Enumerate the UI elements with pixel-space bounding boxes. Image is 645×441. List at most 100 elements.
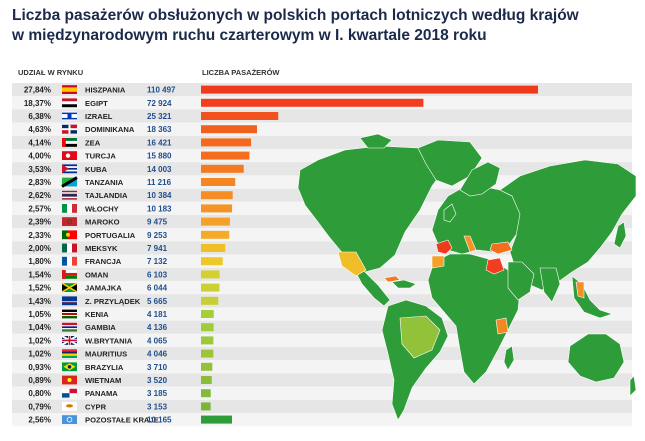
share-label: 1,02% xyxy=(28,336,51,345)
map-north-america xyxy=(297,145,446,273)
share-label: 2,39% xyxy=(28,218,51,227)
country-label: BRAZYLIA xyxy=(85,363,124,372)
value-label: 6 103 xyxy=(147,270,168,279)
flag-icon xyxy=(62,111,77,121)
country-label: MEKSYK xyxy=(85,244,118,253)
bar xyxy=(201,296,219,305)
value-label: 3 153 xyxy=(147,402,168,411)
value-label: 10 165 xyxy=(147,416,172,425)
map-italy xyxy=(463,235,477,253)
flag-icon xyxy=(62,322,77,332)
row-background xyxy=(12,135,632,149)
map-thailand xyxy=(575,281,585,299)
share-label: 18,37% xyxy=(24,99,51,108)
country-label: EGIPT xyxy=(85,99,108,108)
value-label: 10 384 xyxy=(147,191,172,200)
share-label: 4,14% xyxy=(28,138,51,147)
bar xyxy=(201,125,258,134)
map-turkey xyxy=(489,241,513,255)
country-label: MAURITIUS xyxy=(85,350,127,359)
country-label: OMAN xyxy=(85,270,108,279)
country-label: W.BRYTANIA xyxy=(85,336,133,345)
country-label: ZEA xyxy=(85,138,101,147)
flag-icon xyxy=(62,204,77,213)
bar xyxy=(201,402,211,411)
bar xyxy=(201,138,252,147)
share-label: 1,43% xyxy=(28,297,51,306)
share-label: 6,38% xyxy=(28,112,51,121)
bar xyxy=(201,151,250,160)
row-background xyxy=(12,122,632,136)
map-india xyxy=(539,267,561,303)
bar xyxy=(201,98,424,107)
flag-icon xyxy=(62,375,77,385)
share-label: 2,56% xyxy=(28,416,51,425)
share-label: 2,33% xyxy=(28,231,51,240)
bar xyxy=(201,257,223,266)
bar xyxy=(201,349,214,358)
share-label: 1,04% xyxy=(28,323,51,332)
country-label: PANAMA xyxy=(85,389,118,398)
flag-icon xyxy=(62,256,77,266)
value-label: 7 941 xyxy=(147,244,168,253)
bar xyxy=(201,336,214,345)
country-label: WIETNAM xyxy=(85,376,121,385)
share-label: 0,80% xyxy=(28,389,51,398)
map-madagascar xyxy=(503,345,515,371)
share-label: 1,52% xyxy=(28,284,51,293)
row-background xyxy=(12,413,632,427)
share-label: 0,93% xyxy=(28,363,51,372)
flag-icon xyxy=(62,349,77,358)
bars xyxy=(201,85,538,424)
share-label: 0,79% xyxy=(28,402,51,411)
passengers-column-header: LICZBA PASAŻERÓW xyxy=(202,68,280,77)
flag-icon xyxy=(62,296,77,306)
value-label: 110 497 xyxy=(147,86,176,95)
row-background xyxy=(12,399,632,413)
value-label: 10 183 xyxy=(147,204,172,213)
country-label: WŁOCHY xyxy=(85,204,119,213)
map-spain xyxy=(435,239,453,255)
flag-icon xyxy=(62,309,77,319)
share-label: 1,80% xyxy=(28,257,51,266)
flag-icon xyxy=(62,217,77,226)
bar xyxy=(201,283,220,292)
bar xyxy=(201,389,211,398)
value-label: 15 880 xyxy=(147,152,172,161)
flag-icon xyxy=(62,415,77,424)
flag-icon xyxy=(62,164,77,174)
map-mexico xyxy=(337,251,367,277)
map-brazil xyxy=(399,315,441,359)
row-labels: 27,84% HISZPANIA 110 497 18,37% EGIPT 72 924 6… xyxy=(24,85,176,425)
bar xyxy=(201,204,233,213)
flag-icon xyxy=(62,230,77,240)
bar xyxy=(201,310,214,318)
country-label: TANZANIA xyxy=(85,178,124,187)
share-label: 27,84% xyxy=(24,86,51,95)
value-label: 7 132 xyxy=(147,257,168,266)
title-line-2: w międzynarodowym ruchu czarterowym w I.… xyxy=(12,27,487,44)
title-line-1: Liczba pasażerów obsłużonych w polskich … xyxy=(12,7,579,24)
value-label: 6 044 xyxy=(147,284,168,293)
country-label: FRANCJA xyxy=(85,257,122,266)
share-label: 2,57% xyxy=(28,204,51,213)
bar xyxy=(201,244,226,252)
country-label: HISZPANIA xyxy=(85,86,126,95)
bar xyxy=(201,112,279,120)
flag-icon xyxy=(62,138,77,147)
bar xyxy=(201,85,538,94)
flag-icon xyxy=(62,151,77,160)
value-label: 14 003 xyxy=(147,165,172,174)
bar xyxy=(201,376,212,384)
flag-icon xyxy=(62,388,77,398)
value-label: 9 253 xyxy=(147,231,168,240)
map-caribbean xyxy=(391,279,417,289)
country-label: CYPR xyxy=(85,402,107,411)
country-label: Z. PRZYLĄDEK xyxy=(85,297,141,306)
value-label: 3 185 xyxy=(147,389,168,398)
map-japan xyxy=(613,221,627,249)
map-new-zealand xyxy=(629,375,637,397)
flag-icon xyxy=(62,402,77,411)
bar xyxy=(201,362,213,371)
